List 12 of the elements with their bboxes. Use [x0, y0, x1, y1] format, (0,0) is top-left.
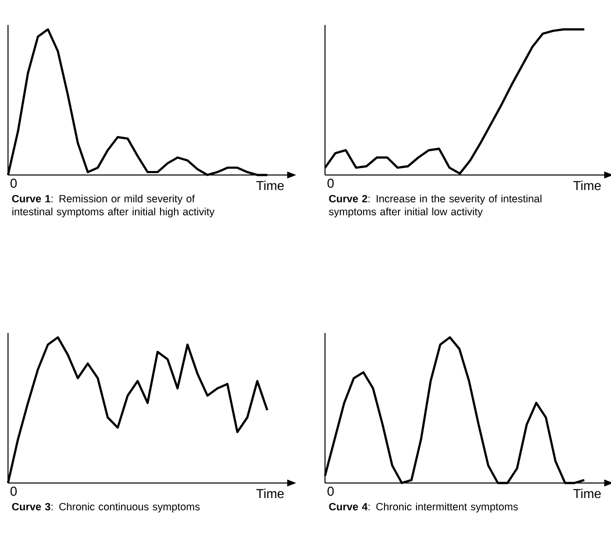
- text: 0: [10, 178, 17, 188]
- text: Curve 2: Increase in the severity of intestinal symptoms after initial low activity: [328, 194, 542, 218]
- x-axis-title: Time: [256, 488, 284, 498]
- text: Curve 4: Chronic intermittent symptoms: [329, 502, 518, 512]
- text: Curve 1: Remission or mild severity of intestinal symptoms after initial high activity: [12, 194, 215, 218]
- x-axis-title: Time: [256, 180, 284, 190]
- text: 0: [328, 178, 334, 188]
- text: 0: [10, 486, 17, 496]
- x-axis-title: Time: [573, 488, 601, 498]
- x-axis-title: Time: [573, 180, 601, 190]
- text: Curve 3: Chronic continuous symptoms: [12, 502, 200, 512]
- text: 0: [328, 486, 334, 496]
